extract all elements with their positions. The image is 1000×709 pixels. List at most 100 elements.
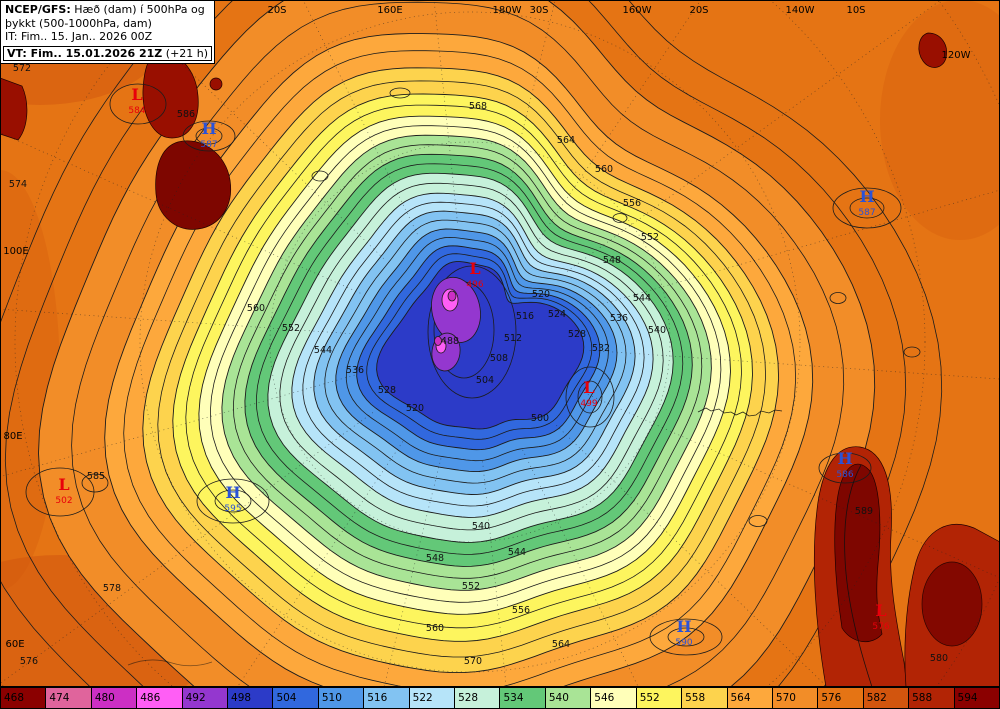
colorbar-cell-468: 468 [0, 688, 47, 708]
height-contour [302, 201, 645, 507]
colorbar-value: 564 [730, 692, 751, 704]
init-time-line: IT: Fim.. 15. Jan.. 2026 00Z [5, 30, 153, 43]
vortex-core [427, 265, 517, 399]
graticule-label: 160E [377, 5, 402, 16]
height-contour [345, 236, 609, 462]
thickness-band-480 [434, 336, 442, 346]
extra-contours [25, 83, 921, 656]
contour-label: 556 [512, 605, 530, 616]
height-contour [667, 627, 705, 647]
contour-label: 564 [557, 135, 575, 146]
contour-label: 576 [20, 656, 38, 667]
high-marker: H [225, 483, 240, 502]
colorbar-cell-492: 492 [182, 688, 229, 708]
height-contour [565, 366, 615, 428]
height-contour [311, 170, 329, 182]
colorbar-value: 594 [957, 692, 978, 704]
contour-label: 540 [472, 521, 490, 532]
pressure-center-l: L 502 [55, 475, 72, 506]
pressure-center-value: 590 [675, 638, 692, 648]
contour-labels: 572 574 586 568 564 560 556 552 548 544 540 536 532 5… [9, 63, 948, 667]
contour-label: 556 [623, 198, 641, 209]
colorbar-value: 588 [912, 692, 933, 704]
high-marker: H [201, 119, 216, 138]
warm-thickness-patch [880, 0, 1000, 240]
colorbar-cell-576: 576 [818, 688, 864, 708]
thickness-band-480 [447, 290, 457, 302]
graticule-label: 20S [267, 5, 286, 16]
colorbar-cell-594: 594 [954, 688, 1000, 708]
graticule-label: 160W [623, 5, 652, 16]
contour-label: 580 [930, 653, 948, 664]
colorbar-value: 468 [4, 692, 25, 704]
low-marker: L [875, 601, 886, 620]
colorbar-cell-486: 486 [137, 688, 183, 708]
low-marker: L [131, 85, 142, 104]
colorbar-cell-498: 498 [228, 688, 274, 708]
height-contour [196, 478, 270, 524]
pressure-center-l: L 496 [466, 259, 483, 290]
contour-label: 512 [504, 333, 522, 344]
colorbar-cell-528: 528 [455, 688, 501, 708]
height-contour [818, 452, 872, 484]
pressure-center-value: 586 [836, 470, 853, 480]
height-contour [157, 80, 767, 658]
contour-label: 568 [469, 101, 487, 112]
colorbar-cell-582: 582 [863, 688, 910, 708]
graticule-label: 180W [493, 5, 522, 16]
height-contour [123, 50, 797, 687]
colorbar-cell-546: 546 [591, 688, 637, 708]
land-area [155, 140, 232, 230]
colorbar-cell-522: 522 [409, 688, 456, 708]
height-contour [903, 346, 921, 358]
low-marker: L [469, 259, 480, 278]
valid-time-text: VT: Fim.. 15.01.2026 21Z [7, 46, 163, 60]
contour-label: 552 [282, 323, 300, 334]
height-contour [748, 515, 768, 527]
pressure-center-h: H 586 [836, 449, 853, 480]
height-contour [0, 0, 943, 687]
contour-label: 560 [595, 164, 613, 175]
height-contour [209, 125, 722, 603]
thickness-band-498 [376, 261, 585, 430]
height-contour [849, 197, 885, 219]
colorbar-value: 558 [685, 692, 706, 704]
land-area [834, 463, 883, 642]
high-marker: H [837, 449, 852, 468]
height-contour [81, 473, 109, 493]
contour-label: 536 [346, 365, 364, 376]
colorbar-value: 576 [821, 692, 842, 704]
contour-label: 528 [568, 329, 586, 340]
pressure-center-l: L 576 [872, 601, 889, 632]
coastline [127, 659, 213, 667]
contour-label: 560 [426, 623, 444, 634]
colorbar-cell-480: 480 [91, 688, 138, 708]
low-marker: L [583, 378, 594, 397]
colorbar-value: 522 [412, 692, 433, 704]
colorbar-value: 492 [185, 692, 206, 704]
contour-label: 586 [177, 109, 195, 120]
colorbar-cell-516: 516 [364, 688, 410, 708]
title-box: NCEP/GFS: Hæð (dam) í 500hPa og þykkt (5… [0, 0, 216, 64]
contour-label: 560 [247, 303, 265, 314]
contour-label: 572 [13, 63, 31, 74]
contour-label: 520 [532, 289, 550, 300]
valid-time-suffix: (+21 h) [162, 46, 209, 60]
graticule-parallel [269, 141, 671, 543]
graticule-label: 140W [786, 5, 815, 16]
height-contour [324, 219, 627, 484]
colorbar-cell-540: 540 [545, 688, 592, 708]
title-text: Hæð (dam) í 500hPa og [70, 3, 205, 16]
height-contour [577, 380, 603, 414]
contour-label: 552 [641, 232, 659, 243]
colorbar-value: 582 [866, 692, 887, 704]
height-contour [279, 182, 664, 531]
pressure-center-h: H 587 [858, 187, 875, 218]
thickness-bands [0, 0, 943, 687]
graticule [0, 0, 1000, 687]
contour-label: 548 [603, 255, 621, 266]
thickness-colorbar: 468 474 480 486 492 498 504 510 516 522 528 534 540 5… [0, 687, 1000, 709]
colorbar-cell-474: 474 [46, 688, 92, 708]
height-contour [232, 144, 703, 579]
pressure-center-h: H 587 [200, 119, 217, 150]
